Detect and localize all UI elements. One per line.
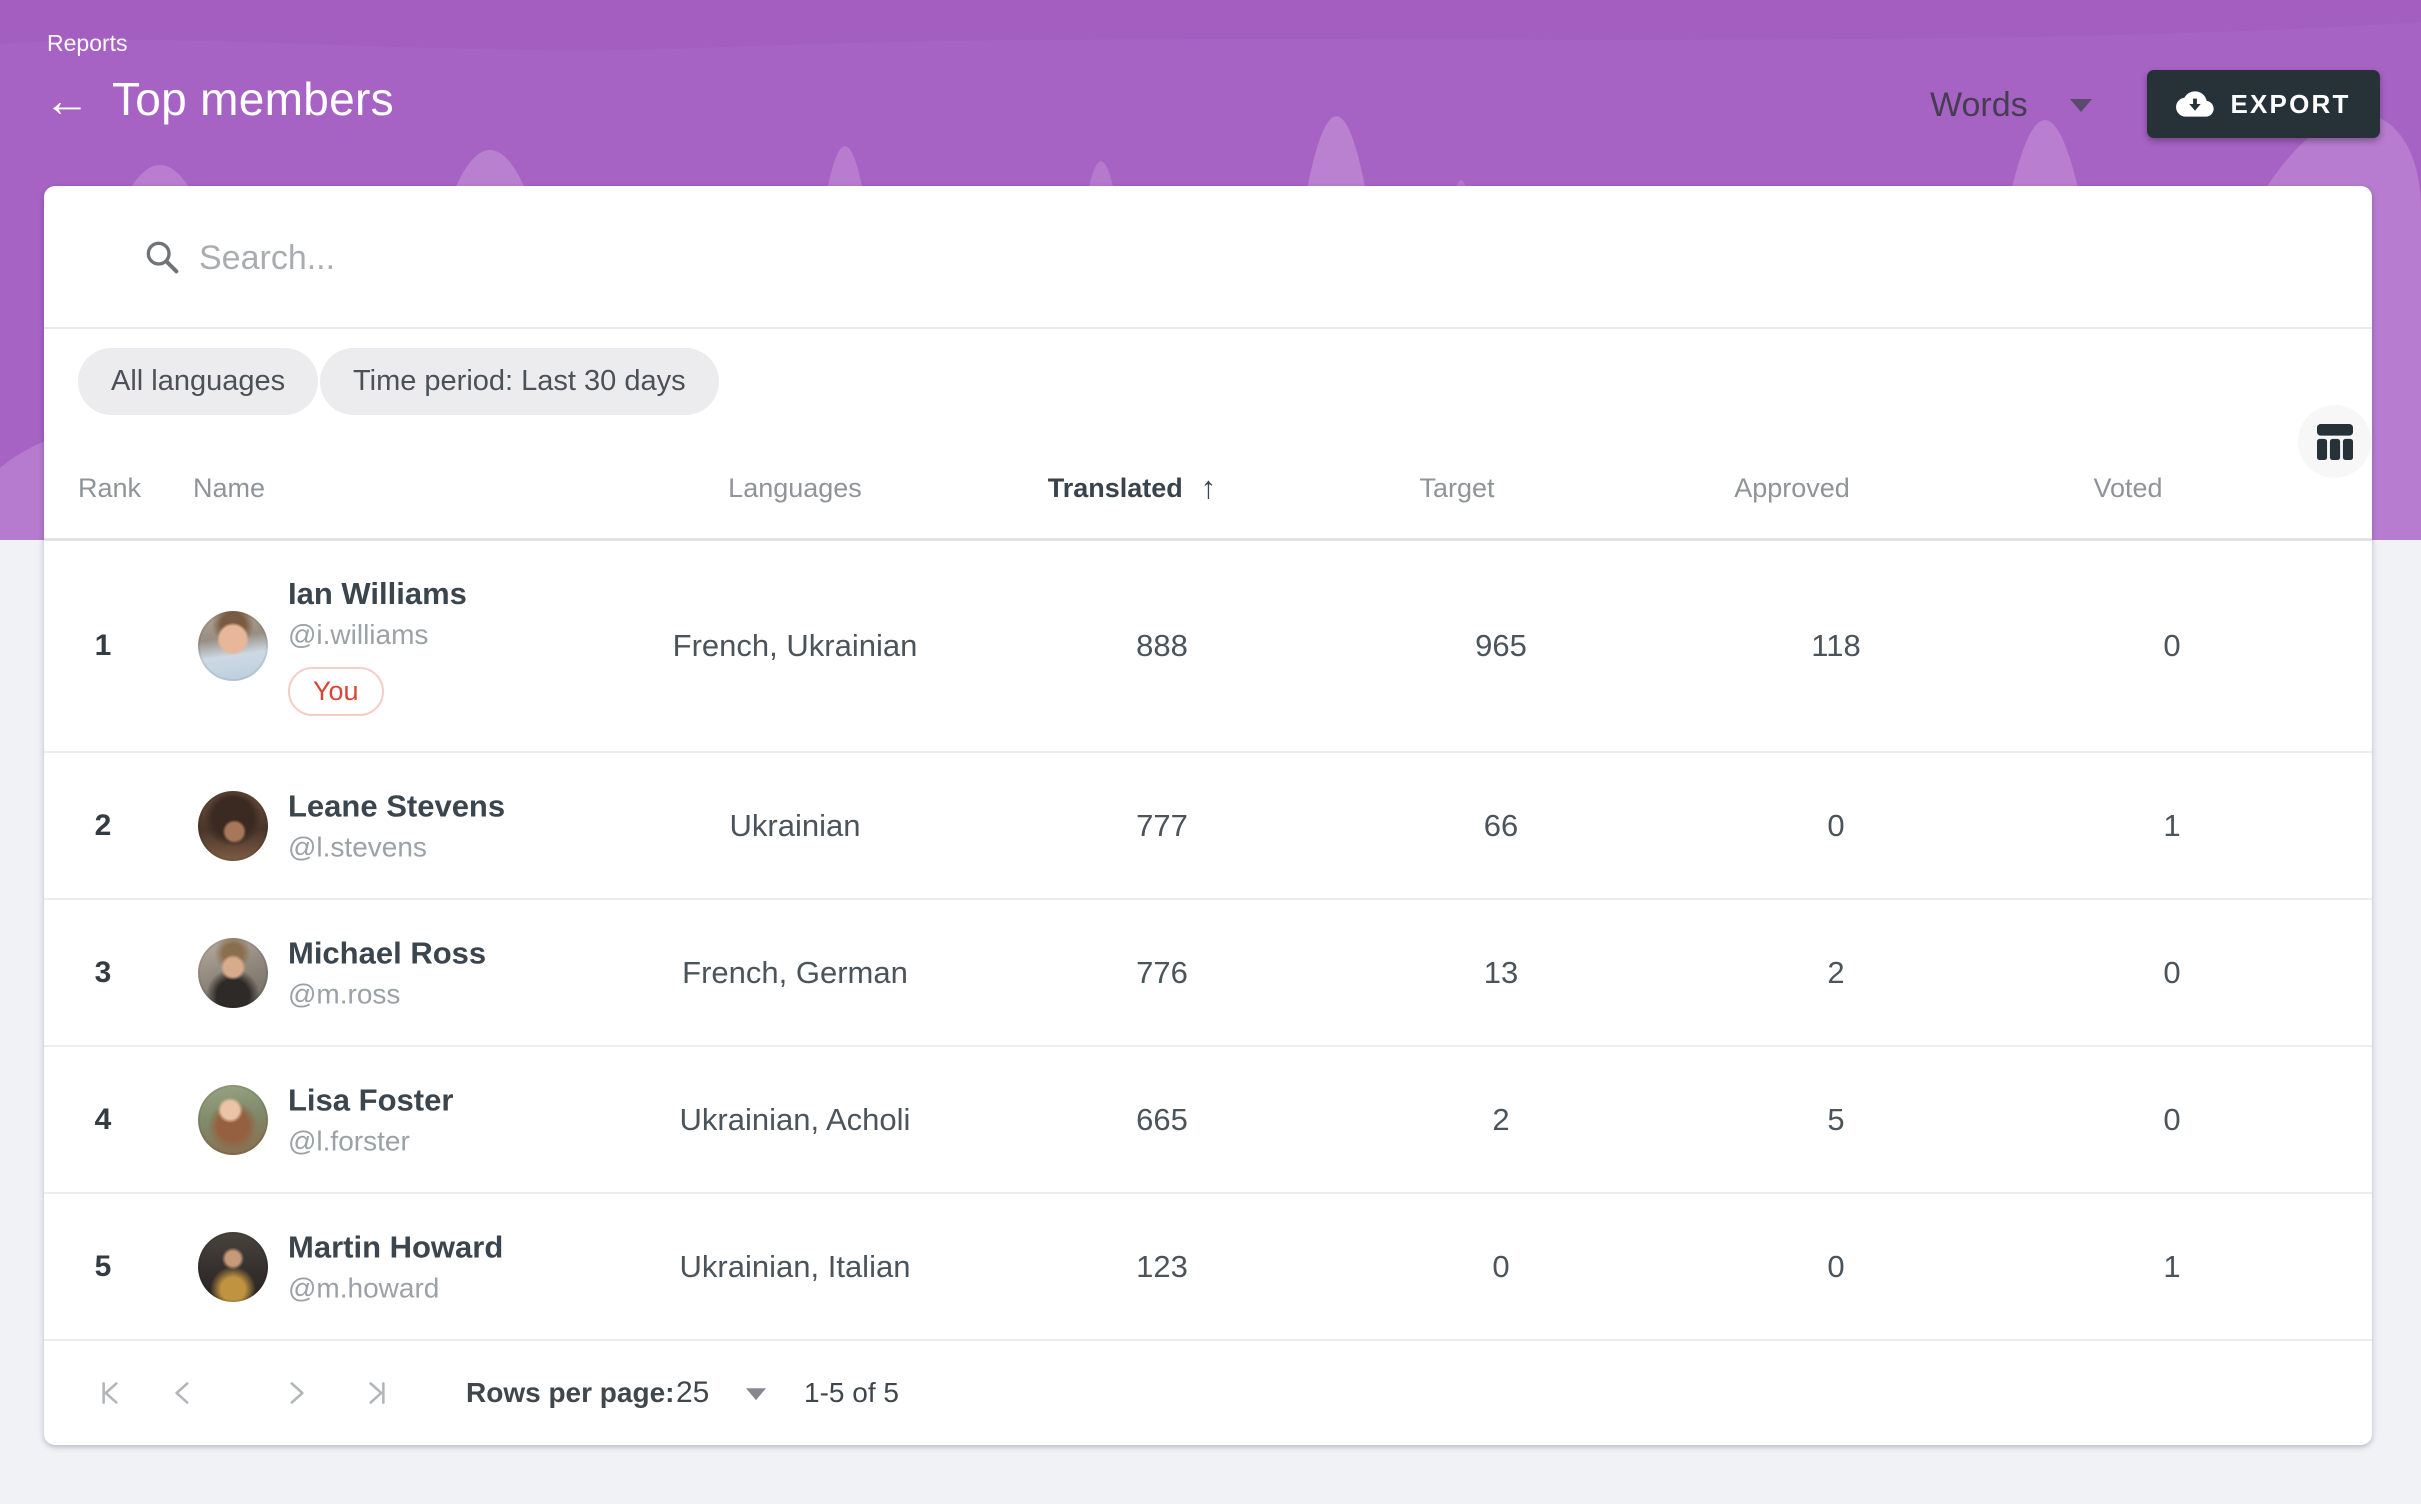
rank-value: 5: [94, 1249, 112, 1283]
member-identity: Martin Howard @m.howard: [288, 1229, 503, 1304]
member-avatar[interactable]: [198, 1084, 268, 1155]
member-row[interactable]: 2 Leane Stevens @l.stevens Ukrainian 777…: [44, 753, 2372, 900]
top-members-card: All languages Time period: Last 30 days …: [44, 186, 2372, 1445]
member-username: @l.stevens: [288, 831, 427, 862]
filter-chip-time-period[interactable]: Time period: Last 30 days: [320, 348, 719, 415]
target-value: 2: [1492, 1101, 1510, 1137]
approved-value: 5: [1827, 1101, 1845, 1137]
filter-chip-all-languages[interactable]: All languages: [78, 348, 319, 415]
member-name: Ian Williams: [288, 576, 467, 611]
pagination-bar: Rows per page: 25 1-5 of 5: [44, 1341, 2372, 1445]
column-header-languages[interactable]: Languages: [728, 472, 862, 503]
member-name: Leane Stevens: [288, 788, 506, 823]
member-identity: Michael Ross @m.ross: [288, 935, 486, 1010]
page-title: Top members: [112, 73, 394, 125]
pagination-range: 1-5 of 5: [804, 1377, 899, 1408]
rows-per-page-select[interactable]: 25: [676, 1376, 710, 1409]
next-page-button[interactable]: [273, 1370, 319, 1416]
column-header-translated-label: Translated: [1047, 472, 1183, 503]
cloud-download-icon: [2176, 91, 2215, 117]
member-row[interactable]: 1 Ian Williams @i.williams You French, U…: [44, 541, 2372, 753]
chevron-down-icon[interactable]: [746, 1388, 766, 1401]
member-username: @m.howard: [288, 1272, 440, 1303]
approved-value: 0: [1827, 1248, 1845, 1284]
last-page-button[interactable]: [354, 1370, 400, 1416]
you-badge: You: [288, 667, 384, 716]
voted-value: 1: [2163, 1248, 2181, 1284]
member-row[interactable]: 3 Michael Ross @m.ross French, German 77…: [44, 900, 2372, 1047]
back-arrow-icon[interactable]: ←: [44, 74, 90, 126]
member-row[interactable]: 4 Lisa Foster @l.forster Ukrainian, Acho…: [44, 1047, 2372, 1194]
member-username: @i.williams: [288, 619, 429, 650]
approved-value: 2: [1827, 954, 1845, 990]
unit-selector-value: Words: [1930, 86, 2028, 124]
translated-value: 777: [1136, 807, 1188, 843]
voted-value: 0: [2163, 628, 2181, 663]
column-header-name: Name: [193, 472, 266, 503]
rank-value: 4: [94, 1102, 112, 1136]
column-header-rank: Rank: [78, 472, 142, 503]
target-value: 965: [1475, 628, 1527, 663]
approved-value: 0: [1827, 807, 1845, 843]
column-header-approved[interactable]: Approved: [1734, 472, 1850, 503]
languages-value: Ukrainian: [729, 807, 861, 843]
voted-value: 1: [2163, 807, 2181, 843]
target-value: 13: [1483, 954, 1519, 990]
table-body: 1 Ian Williams @i.williams You French, U…: [44, 541, 2372, 1341]
member-name: Lisa Foster: [288, 1082, 454, 1117]
member-avatar[interactable]: [198, 790, 268, 861]
export-button[interactable]: EXPORT: [2147, 70, 2380, 138]
member-name: Michael Ross: [288, 935, 487, 970]
table-header: Rank Name Languages Translated ↑ Target …: [44, 405, 2372, 541]
rank-value: 1: [94, 629, 112, 662]
previous-page-button[interactable]: [160, 1370, 206, 1416]
rows-per-page-label: Rows per page:: [466, 1377, 675, 1408]
table-columns-icon: [2316, 423, 2353, 460]
sort-ascending-icon: ↑: [1200, 470, 1217, 505]
breadcrumb-reports[interactable]: Reports: [47, 30, 128, 56]
rank-value: 2: [94, 808, 112, 842]
member-identity: Lisa Foster @l.forster: [288, 1082, 453, 1157]
languages-value: Ukrainian, Acholi: [679, 1101, 911, 1137]
export-button-label: EXPORT: [2230, 88, 2351, 119]
member-avatar[interactable]: [198, 611, 268, 681]
member-username: @l.forster: [288, 1125, 410, 1156]
column-header-target[interactable]: Target: [1419, 472, 1495, 503]
member-row[interactable]: 5 Martin Howard @m.howard Ukrainian, Ita…: [44, 1194, 2372, 1341]
translated-value: 888: [1136, 628, 1188, 663]
translated-value: 123: [1136, 1248, 1188, 1284]
voted-value: 0: [2163, 1101, 2181, 1137]
report-unit-selector[interactable]: Words: [1930, 86, 2092, 125]
column-settings-button[interactable]: [2298, 405, 2371, 478]
first-page-button[interactable]: [87, 1370, 133, 1416]
member-name: Martin Howard: [288, 1229, 504, 1264]
approved-value: 118: [1811, 628, 1861, 663]
search-bar: [44, 186, 2372, 329]
target-value: 0: [1492, 1248, 1510, 1284]
search-input[interactable]: [197, 216, 2201, 300]
target-value: 66: [1483, 807, 1519, 843]
languages-value: Ukrainian, Italian: [679, 1248, 911, 1284]
member-avatar[interactable]: [198, 1231, 268, 1302]
member-username: @m.ross: [288, 978, 401, 1009]
translated-value: 776: [1136, 954, 1188, 990]
voted-value: 0: [2163, 954, 2181, 990]
search-icon: [146, 241, 179, 274]
title-row: ← Top members: [44, 72, 394, 126]
member-identity: Ian Williams @i.williams You: [288, 576, 467, 716]
languages-value: French, Ukrainian: [672, 628, 918, 663]
member-identity: Leane Stevens @l.stevens: [288, 788, 505, 863]
translated-value: 665: [1136, 1101, 1188, 1137]
filter-chips-row: All languages Time period: Last 30 days: [44, 329, 2372, 438]
rank-value: 3: [94, 955, 112, 989]
chevron-down-icon: [2069, 99, 2092, 112]
languages-value: French, German: [682, 954, 908, 990]
column-header-translated-sorted[interactable]: Translated ↑: [1048, 438, 1217, 538]
column-header-voted[interactable]: Voted: [2093, 472, 2163, 503]
member-avatar[interactable]: [198, 937, 268, 1008]
